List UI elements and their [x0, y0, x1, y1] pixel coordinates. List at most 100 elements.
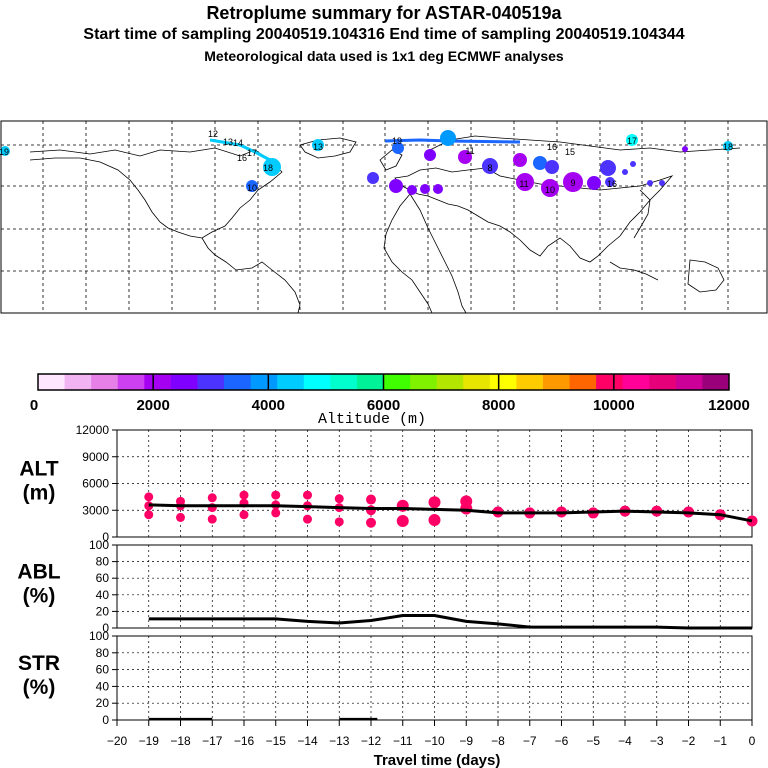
colorbar-swatch [489, 374, 517, 390]
altitude-point [239, 490, 249, 500]
x-tick-label: −3 [650, 734, 664, 748]
map-frame [0, 120, 768, 314]
map-day-label: 14 [233, 138, 243, 148]
y-tick-label: 80 [96, 646, 110, 660]
colorbar-tick-label: 6000 [367, 397, 400, 414]
y-tick-label: 6000 [82, 477, 109, 491]
altitude-colorbar [37, 373, 730, 391]
abl-fraction-line [148, 614, 752, 630]
panel-str: 100 80 60 40 20 0 STR(%) [18, 629, 753, 727]
y-tick-label: 3000 [82, 503, 109, 517]
map-cluster-marker [723, 141, 733, 151]
y-tick-label: 20 [96, 604, 110, 618]
map-cluster-marker [545, 160, 559, 174]
map-cluster-marker [433, 184, 443, 194]
map-cluster-marker [513, 153, 527, 167]
x-tick-label: −9 [459, 734, 473, 748]
y-tick-label: 20 [96, 696, 110, 710]
map-cluster-marker [458, 150, 472, 164]
altitude-point [428, 514, 441, 527]
colorbar-swatch [64, 374, 92, 390]
y-axis-label: ALT [19, 458, 58, 481]
map-day-label: 17 [247, 148, 257, 158]
map-cluster-marker [600, 160, 616, 176]
x-tick-label: −2 [682, 734, 696, 748]
y-tick-label: 12000 [76, 423, 110, 437]
map-cluster-marker [659, 180, 665, 186]
altitude-point [207, 514, 217, 524]
altitude-point [303, 490, 312, 500]
map-day-label: 13 [223, 137, 233, 147]
altitude-point [366, 505, 376, 516]
x-axis-ticks: −20 −19 −18 −17 −16 −15 −14 −13 −12 −11 −10 −9 −8 −7−… [107, 720, 756, 748]
mean-altitude-line [148, 503, 753, 523]
y-axis-label: STR [18, 652, 60, 675]
colorbar-swatch [197, 374, 225, 390]
map-day-label: 18 [263, 163, 273, 173]
y-tick-label: 60 [96, 571, 110, 585]
y-tick-label: 0 [102, 621, 109, 635]
altitude-point [207, 493, 217, 503]
altitude-point [303, 514, 312, 524]
x-tick-label: −4 [618, 734, 632, 748]
colorbar-swatch [170, 374, 198, 390]
map-day-label: 19 [392, 136, 402, 146]
colorbar-swatch [542, 374, 571, 390]
colorbar-tick-labels: 0 2000 4000 6000 8000 10000 12000 [30, 397, 750, 414]
y-axis-label: (%) [23, 585, 56, 608]
map-cluster-marker [647, 180, 653, 186]
colorbar-tick-label: 2000 [136, 397, 169, 414]
altitude-point [239, 510, 249, 520]
y-tick-label: 0 [102, 713, 109, 727]
map-cluster-marker [630, 161, 636, 167]
map-cluster-marker [407, 185, 417, 195]
map-day-label: 18 [723, 142, 733, 152]
colorbar-swatch [675, 374, 703, 390]
colorbar-swatch [463, 374, 491, 390]
map-cluster-marker [392, 142, 404, 154]
map-day-label: 13 [313, 142, 323, 152]
x-tick-label: −18 [170, 734, 191, 748]
x-tick-label: −19 [139, 734, 160, 748]
x-axis-label: Travel time (days) [374, 752, 501, 768]
map-cluster-marker [312, 139, 324, 151]
map-cluster-marker [263, 158, 281, 176]
map-day-label: 16 [547, 142, 557, 152]
map-cluster-marker [682, 146, 688, 152]
map-cluster-marker [424, 149, 436, 161]
map-cluster-marker [533, 156, 547, 170]
colorbar-swatch [224, 374, 252, 390]
y-tick-label: 100 [89, 538, 109, 552]
altitude-point [334, 517, 344, 527]
colorbar-swatch [649, 374, 677, 390]
panel-abl: 100 80 60 40 20 0 ABL(%) [17, 538, 753, 635]
x-tick-label: −10 [424, 734, 445, 748]
colorbar-swatch [516, 374, 544, 390]
trajectory-clusters [0, 130, 733, 197]
map-day-label: 11 [465, 146, 474, 156]
altitude-point [144, 510, 154, 520]
colorbar-tick-label: 4000 [252, 397, 285, 414]
x-tick-label: −12 [361, 734, 382, 748]
colorbar-swatch [383, 374, 411, 390]
x-tick-label: −13 [329, 734, 350, 748]
met-data-line: Meteorological data used is 1x1 deg ECMW… [204, 48, 564, 64]
x-tick-label: −15 [266, 734, 287, 748]
map-cluster-marker [440, 130, 456, 146]
colorbar-swatch [38, 374, 66, 390]
colorbar-swatch [330, 374, 358, 390]
x-tick-label: −16 [234, 734, 255, 748]
altitude-point [271, 508, 281, 518]
map-cluster-marker [626, 134, 638, 146]
y-tick-label: 60 [96, 663, 110, 677]
colorbar-swatch [569, 374, 597, 390]
colorbar-swatch [702, 374, 730, 390]
sampling-time-line: Start time of sampling 20040519.104316 E… [83, 26, 685, 43]
x-tick-label: 0 [749, 734, 756, 748]
map-cluster-marker [622, 169, 628, 175]
map-day-label: 16 [237, 153, 247, 163]
colorbar-swatch [622, 374, 650, 390]
y-tick-label: 0 [102, 530, 109, 544]
altitude-point [271, 490, 281, 500]
map-cluster-marker [482, 158, 498, 174]
